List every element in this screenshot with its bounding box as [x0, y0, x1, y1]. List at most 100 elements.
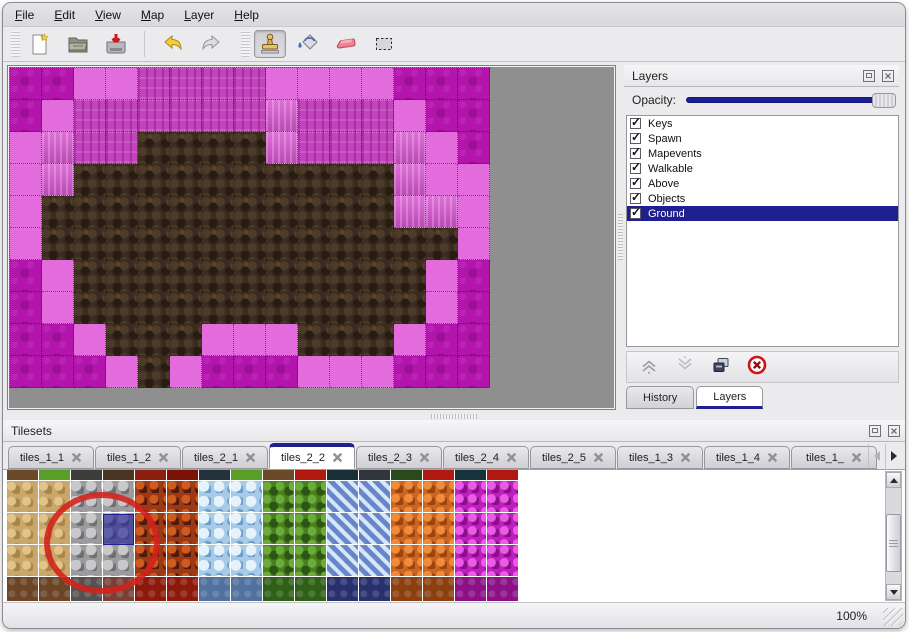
map-tile-light-pink-rock[interactable]	[42, 260, 74, 292]
selected-tile-highlight[interactable]	[103, 514, 134, 545]
map-tile-dark-brown-rock[interactable]	[330, 196, 362, 228]
tab-close-icon[interactable]	[419, 452, 430, 463]
map-tile-light-pink-rock[interactable]	[298, 68, 330, 100]
scrollbar-thumb[interactable]	[886, 514, 901, 572]
delete-layer-button[interactable]	[747, 355, 767, 380]
tileset-tile-partial[interactable]	[391, 470, 422, 480]
tileset-tile-partial[interactable]	[71, 470, 102, 480]
tileset-tile-sand[interactable]	[7, 545, 38, 576]
map-tile-dark-brown-rock[interactable]	[362, 292, 394, 324]
map-tile-pink-streaked[interactable]	[394, 132, 426, 164]
layer-row-objects[interactable]: ✓ Objects	[627, 190, 898, 206]
layer-visibility-checkbox[interactable]: ✓	[630, 145, 641, 159]
tileset-tile-partial[interactable]	[135, 577, 166, 601]
map-tile-dark-brown-rock[interactable]	[202, 292, 234, 324]
map-tile-magenta-pillar[interactable]	[74, 100, 106, 132]
map-tile-dark-brown-rock[interactable]	[362, 164, 394, 196]
layer-visibility-checkbox[interactable]: ✓	[630, 160, 641, 174]
map-tile-magenta-pillar[interactable]	[106, 132, 138, 164]
map-tile-magenta-pillar[interactable]	[362, 132, 394, 164]
map-tile-dark-magenta[interactable]	[202, 356, 234, 388]
map-tile-dark-brown-rock[interactable]	[138, 260, 170, 292]
map-tile-light-pink-rock[interactable]	[10, 196, 42, 228]
map-tile-magenta-pillar[interactable]	[138, 68, 170, 100]
splitter-grip[interactable]	[431, 413, 477, 419]
map-tile-dark-brown-rock[interactable]	[138, 356, 170, 388]
horizontal-splitter[interactable]	[3, 412, 905, 420]
map-tile-dark-brown-rock[interactable]	[170, 292, 202, 324]
map-tile-light-pink-rock[interactable]	[362, 68, 394, 100]
select-tool-button[interactable]	[368, 30, 400, 58]
map-tile-dark-brown-rock[interactable]	[138, 228, 170, 260]
map-tile-dark-brown-rock[interactable]	[170, 164, 202, 196]
map-tile-light-pink-rock[interactable]	[458, 164, 490, 196]
tileset-tile-crystal[interactable]	[327, 481, 358, 512]
tileset-tile-ember[interactable]	[423, 481, 454, 512]
menu-item-map[interactable]: Map	[140, 7, 165, 22]
tileset-tile-partial[interactable]	[263, 470, 294, 480]
map-tile-light-pink-rock[interactable]	[426, 164, 458, 196]
tab-close-icon[interactable]	[680, 452, 691, 463]
tileset-tile-cell[interactable]	[487, 513, 518, 544]
layer-row-ground[interactable]: ✓ Ground	[627, 205, 898, 221]
tileset-tile-partial[interactable]	[391, 577, 422, 601]
map-tile-dark-brown-rock[interactable]	[266, 292, 298, 324]
map-tile-dark-brown-rock[interactable]	[170, 324, 202, 356]
layer-visibility-checkbox[interactable]: ✓	[630, 205, 641, 219]
map-tile-dark-brown-rock[interactable]	[298, 260, 330, 292]
map-tile-dark-brown-rock[interactable]	[298, 196, 330, 228]
map-tile-magenta-pillar[interactable]	[202, 68, 234, 100]
map-tile-light-pink-rock[interactable]	[266, 324, 298, 356]
tab-close-icon[interactable]	[71, 452, 82, 463]
splitter-grip[interactable]	[617, 214, 623, 260]
map-tile-light-pink-rock[interactable]	[234, 324, 266, 356]
map-tile-magenta-pillar[interactable]	[106, 100, 138, 132]
layer-visibility-checkbox[interactable]: ✓	[630, 116, 641, 129]
tileset-tile-ember[interactable]	[391, 481, 422, 512]
map-tile-dark-brown-rock[interactable]	[298, 164, 330, 196]
map-tile-dark-brown-rock[interactable]	[234, 164, 266, 196]
tileset-tile-sand[interactable]	[39, 545, 70, 576]
save-map-button[interactable]	[100, 30, 132, 58]
map-tile-dark-magenta[interactable]	[426, 356, 458, 388]
map-tile-light-pink-rock[interactable]	[74, 324, 106, 356]
tileset-tile-ember[interactable]	[391, 545, 422, 576]
map-tile-light-pink-rock[interactable]	[298, 356, 330, 388]
tileset-tab-tiles_1_4[interactable]: tiles_1_4	[704, 446, 790, 469]
layer-row-spawn[interactable]: ✓ Spawn	[627, 130, 898, 146]
layer-row-walkable[interactable]: ✓ Walkable	[627, 160, 898, 176]
map-tile-dark-brown-rock[interactable]	[266, 196, 298, 228]
lower-layer-button[interactable]	[675, 355, 695, 380]
map-tile-dark-magenta[interactable]	[458, 292, 490, 324]
map-tile-dark-magenta[interactable]	[426, 100, 458, 132]
map-tile-dark-magenta[interactable]	[458, 356, 490, 388]
tileset-tile-lava[interactable]	[167, 513, 198, 544]
dock-tab-history[interactable]: History	[626, 386, 695, 409]
map-tile-light-pink-rock[interactable]	[106, 356, 138, 388]
tileset-tab-tiles_1_[interactable]: tiles_1_	[791, 446, 877, 469]
tileset-tile-partial[interactable]	[327, 470, 358, 480]
map-tile-dark-brown-rock[interactable]	[106, 260, 138, 292]
map-tile-dark-brown-rock[interactable]	[330, 228, 362, 260]
map-tile-dark-brown-rock[interactable]	[298, 228, 330, 260]
map-tile-dark-brown-rock[interactable]	[298, 292, 330, 324]
tileset-tile-vine[interactable]	[263, 481, 294, 512]
tileset-tile-sand[interactable]	[7, 481, 38, 512]
tileset-vertical-scrollbar[interactable]	[885, 471, 902, 601]
tileset-tile-partial[interactable]	[295, 470, 326, 480]
map-tile-magenta-pillar[interactable]	[170, 100, 202, 132]
tileset-tile-partial[interactable]	[455, 470, 486, 480]
map-tile-light-pink-rock[interactable]	[10, 132, 42, 164]
map-tile-magenta-pillar[interactable]	[298, 132, 330, 164]
tileset-tile-vine[interactable]	[263, 513, 294, 544]
tileset-tile-cell[interactable]	[487, 481, 518, 512]
tileset-tile-partial[interactable]	[103, 577, 134, 601]
map-tile-dark-magenta[interactable]	[458, 100, 490, 132]
tileset-tile-ice[interactable]	[231, 545, 262, 576]
scrollbar-track[interactable]	[886, 488, 901, 584]
tileset-tile-lava[interactable]	[167, 545, 198, 576]
tileset-tile-vine[interactable]	[295, 545, 326, 576]
map-tile-pink-streaked[interactable]	[42, 164, 74, 196]
eraser-tool-button[interactable]	[330, 30, 362, 58]
tileset-tile-vine[interactable]	[295, 481, 326, 512]
